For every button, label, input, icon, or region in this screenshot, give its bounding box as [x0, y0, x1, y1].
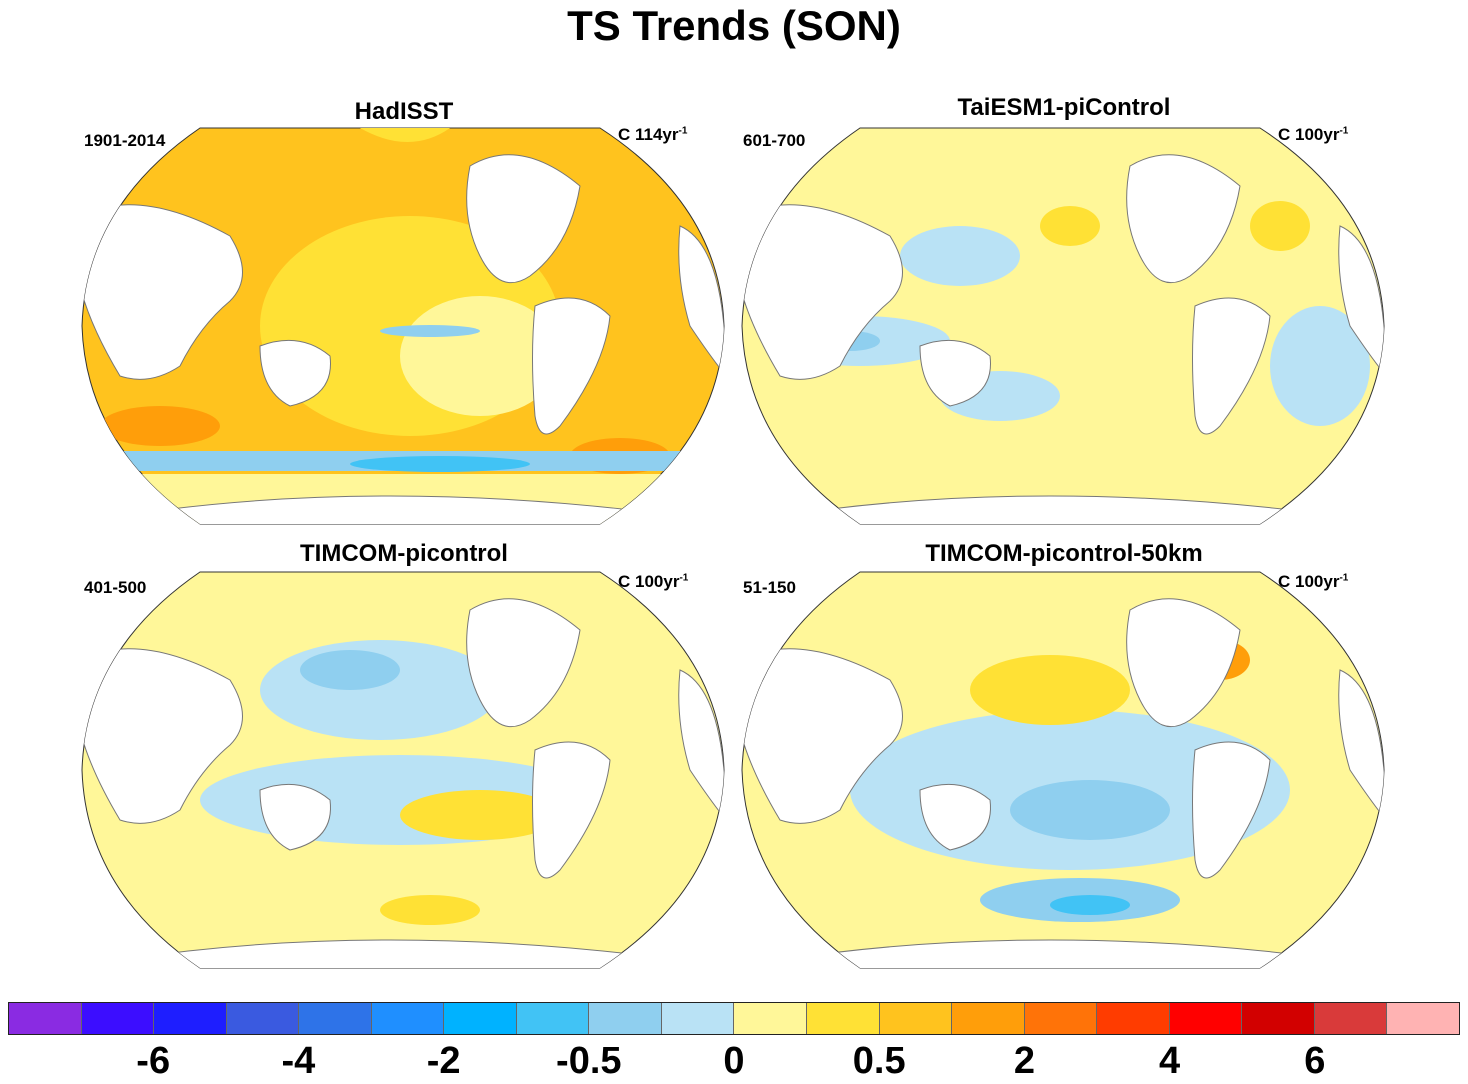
panel-title-timcom-50km: TIMCOM-picontrol-50km [925, 540, 1203, 567]
panel-title-hadisst: HadISST [354, 98, 454, 125]
colorbar-box [444, 1003, 517, 1034]
panel-units-timcom: C 100yr-1 [618, 572, 689, 591]
panel-units-timcom-50km: C 100yr-1 [1278, 572, 1349, 591]
colorbar-box [1242, 1003, 1315, 1034]
colorbar-box [81, 1003, 155, 1034]
panel-units-taiesm1: C 100yr-1 [1278, 125, 1349, 144]
colorbar-box [734, 1003, 808, 1034]
colorbar-tick-label: 0 [723, 1040, 745, 1082]
map-taiesm1 [741, 127, 1385, 525]
colorbar-box [879, 1003, 953, 1034]
panel-period-taiesm1: 601-700 [743, 131, 806, 150]
colorbar [8, 1002, 1460, 1035]
colorbar-box [1024, 1003, 1098, 1034]
colorbar-box [1097, 1003, 1170, 1034]
colorbar-tick-label: -6 [136, 1040, 171, 1082]
colorbar-tick-label: 6 [1304, 1040, 1326, 1082]
colorbar-box [299, 1003, 372, 1034]
colorbar-box [807, 1003, 880, 1034]
colorbar-box [952, 1003, 1025, 1034]
panel-period-timcom: 401-500 [84, 578, 147, 597]
panel-title-timcom: TIMCOM-picontrol [300, 540, 508, 567]
colorbar-tick-label: 0.5 [852, 1040, 906, 1082]
panel-units-hadisst: C 114yr-1 [618, 125, 688, 144]
colorbar-box [661, 1003, 735, 1034]
map-hadisst [81, 127, 725, 525]
panel-title-taiesm1: TaiESM1-piControl [957, 94, 1171, 121]
colorbar-tick-label: -2 [426, 1040, 461, 1082]
colorbar-box [1314, 1003, 1388, 1034]
map-timcom [81, 571, 725, 969]
colorbar-box [1387, 1003, 1459, 1034]
panel-period-hadisst: 1901-2014 [84, 131, 166, 150]
colorbar-box [516, 1003, 590, 1034]
map-timcom-50km [741, 571, 1385, 969]
colorbar-box [226, 1003, 300, 1034]
colorbar-box [589, 1003, 662, 1034]
colorbar-box [9, 1003, 82, 1034]
figure-title: TS Trends (SON) [567, 2, 901, 49]
colorbar-tick-label: 4 [1159, 1040, 1181, 1082]
colorbar-box [154, 1003, 227, 1034]
colorbar-box [1169, 1003, 1243, 1034]
panel-period-timcom-50km: 51-150 [743, 578, 796, 597]
colorbar-tick-label: 2 [1013, 1040, 1035, 1082]
colorbar-tick-label: -4 [281, 1040, 316, 1082]
colorbar-tick-label: -0.5 [556, 1040, 622, 1082]
colorbar-box [371, 1003, 445, 1034]
